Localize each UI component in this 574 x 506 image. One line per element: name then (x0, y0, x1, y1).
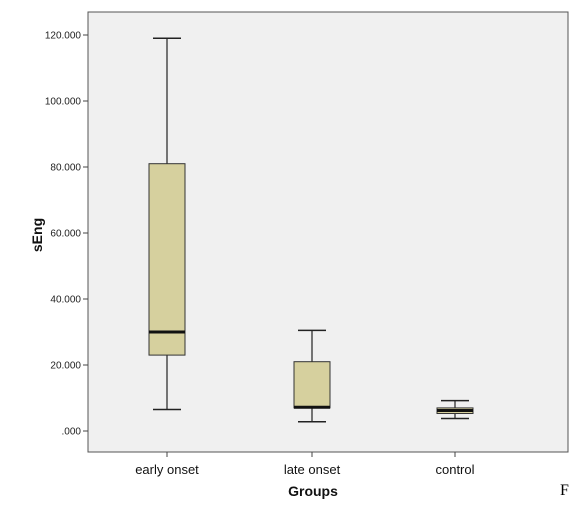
x-tick-label: early onset (135, 462, 199, 477)
y-axis: .000 20.000 40.000 60.000 80.000 100.000 120.0… (45, 31, 88, 438)
box-1 (148, 37, 186, 411)
y-tick-label: 100.000 (45, 97, 82, 108)
y-tick-label: .000 (62, 427, 82, 438)
y-tick-label: 60.000 (50, 229, 81, 240)
box-3 (436, 399, 474, 420)
box-2 (293, 329, 331, 423)
x-tick-label: control (435, 462, 474, 477)
box-iqr (293, 361, 331, 409)
y-axis-title: sEng (29, 218, 45, 252)
y-tick-label: 80.000 (50, 163, 81, 174)
x-axis-title: Groups (288, 483, 338, 499)
figure-letter: F (560, 482, 569, 499)
x-axis: early onset late onset control (135, 452, 475, 477)
y-tick-label: 40.000 (50, 295, 81, 306)
box-iqr (148, 163, 186, 356)
y-tick-label: 120.000 (45, 31, 82, 42)
boxes-layer (148, 37, 474, 423)
x-tick-label: late onset (284, 462, 341, 477)
y-tick-label: 20.000 (50, 361, 81, 372)
